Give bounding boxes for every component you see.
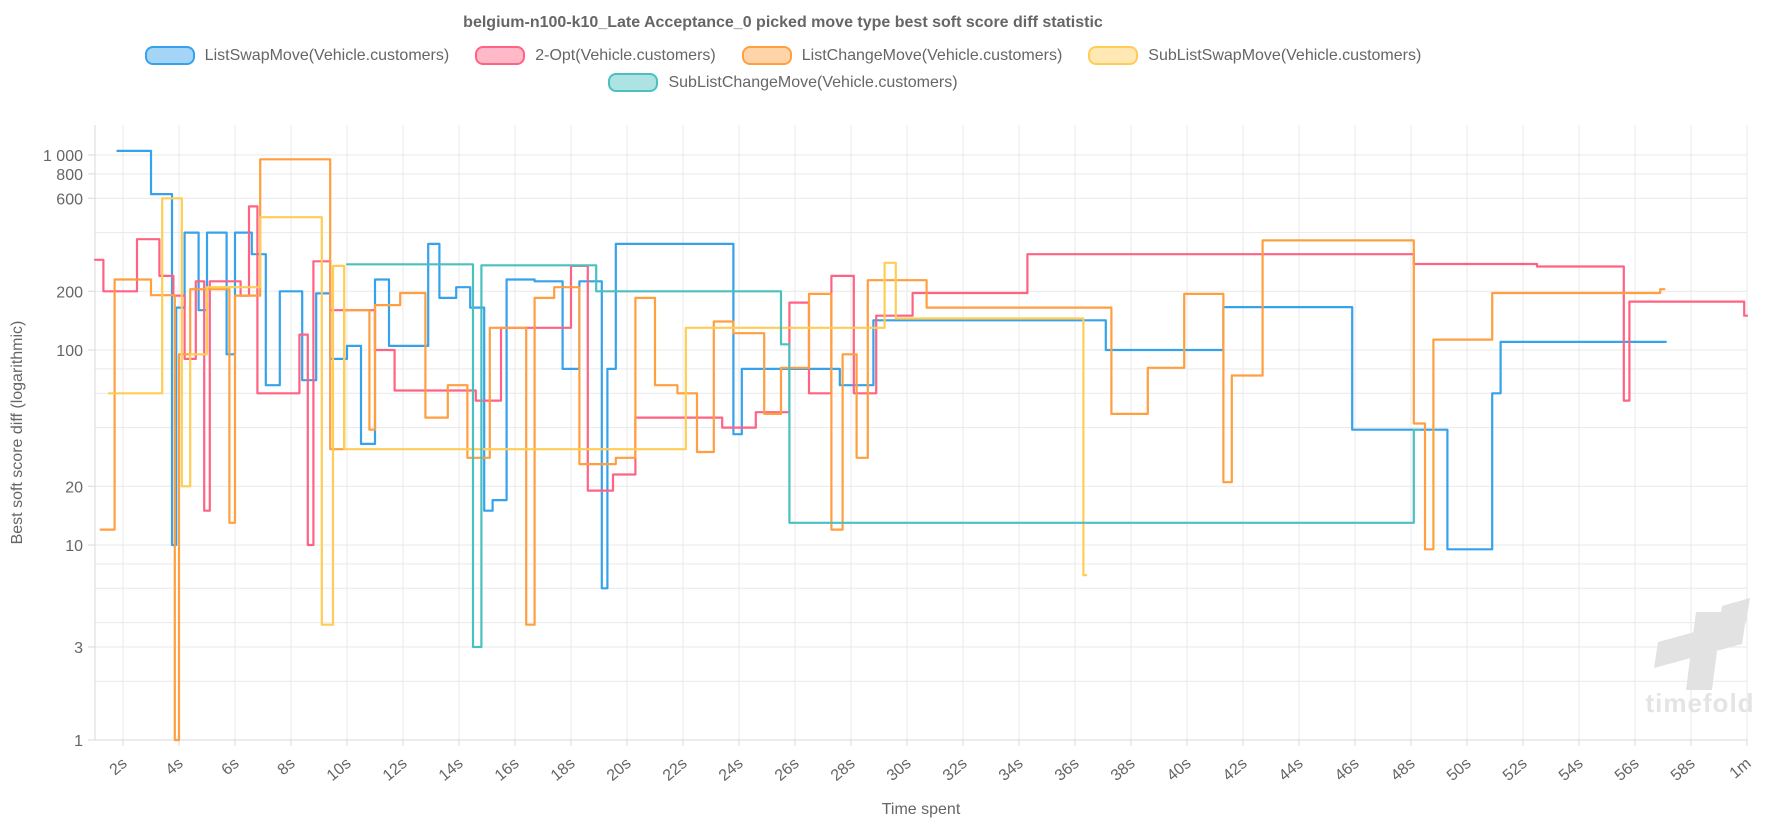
legend-swatch-icon <box>741 46 792 65</box>
x-tick-label: 10s <box>324 755 355 785</box>
legend-item-2[interactable]: 2-Opt(Vehicle.customers) <box>475 46 716 65</box>
x-tick-label: 22s <box>660 755 691 785</box>
x-tick-label: 4s <box>163 755 187 779</box>
y-tick-label: 20 <box>65 479 83 496</box>
y-tick-label: 3 <box>74 640 83 657</box>
chart-header: belgium-n100-k10_Late Acceptance_0 picke… <box>0 0 1566 92</box>
x-tick-label: 34s <box>996 755 1027 785</box>
x-tick-label: 14s <box>436 755 467 785</box>
x-tick-label: 8s <box>275 755 299 779</box>
legend-item-label: SubListChangeMove(Vehicle.customers) <box>668 73 958 91</box>
series-line-5 <box>345 263 1421 649</box>
chart-title: belgium-n100-k10_Late Acceptance_0 picke… <box>463 14 1103 31</box>
legend-item-label: ListChangeMove(Vehicle.customers) <box>801 46 1063 64</box>
x-tick-label: 44s <box>1276 755 1307 785</box>
y-axis-title: Best soft score diff (logarithmic) <box>9 321 26 545</box>
x-tick-label: 46s <box>1332 755 1363 785</box>
legend-swatch-icon <box>608 73 659 92</box>
x-tick-label: 54s <box>1556 755 1587 785</box>
series-line-2 <box>93 205 1749 547</box>
legend-item-label: SubListSwapMove(Vehicle.customers) <box>1148 46 1422 64</box>
x-tick-label: 20s <box>604 755 635 785</box>
x-tick-label: 30s <box>884 755 915 785</box>
legend: ListSwapMove(Vehicle.customers) 2-Opt(Veh… <box>0 46 1566 92</box>
legend-item-5[interactable]: SubListChangeMove(Vehicle.customers) <box>608 73 958 92</box>
x-tick-label: 56s <box>1612 755 1643 785</box>
legend-row: ListSwapMove(Vehicle.customers) 2-Opt(Veh… <box>144 46 1421 65</box>
y-tick-label: 1 <box>74 733 83 750</box>
legend-swatch-icon <box>1088 46 1139 65</box>
y-tick-label: 10 <box>65 538 83 555</box>
x-tick-label: 18s <box>548 755 579 785</box>
series-line-1 <box>116 149 1667 590</box>
y-tick-label: 800 <box>56 167 83 184</box>
legend-swatch-icon <box>475 46 526 65</box>
x-tick-label: 52s <box>1500 755 1531 785</box>
x-axis-title: Time spent <box>882 801 961 818</box>
y-tick-label: 1 000 <box>43 148 83 165</box>
x-tick-label: 48s <box>1388 755 1419 785</box>
x-tick-label: 6s <box>219 755 243 779</box>
x-tick-label: 28s <box>828 755 859 785</box>
legend-item-label: 2-Opt(Vehicle.customers) <box>535 46 716 64</box>
legend-item-1[interactable]: ListSwapMove(Vehicle.customers) <box>144 46 450 65</box>
y-tick-label: 600 <box>56 191 83 208</box>
x-tick-label: 2s <box>107 755 131 779</box>
y-tick-label: 100 <box>56 343 83 360</box>
timefold-logo-icon <box>1654 598 1750 690</box>
legend-item-label: ListSwapMove(Vehicle.customers) <box>204 46 450 64</box>
x-tick-label: 40s <box>1164 755 1195 785</box>
x-tick-label: 36s <box>1052 755 1083 785</box>
x-tick-label: 58s <box>1668 755 1699 785</box>
x-tick-label: 1m <box>1727 755 1755 782</box>
series-line-3 <box>99 158 1666 742</box>
x-tick-label: 50s <box>1444 755 1475 785</box>
legend-swatch-icon <box>144 46 195 65</box>
series-line-4 <box>107 197 1088 626</box>
x-tick-label: 16s <box>492 755 523 785</box>
y-tick-label: 200 <box>56 284 83 301</box>
legend-item-4[interactable]: SubListSwapMove(Vehicle.customers) <box>1088 46 1421 65</box>
legend-item-3[interactable]: ListChangeMove(Vehicle.customers) <box>741 46 1063 65</box>
legend-row: SubListChangeMove(Vehicle.customers) <box>608 73 958 92</box>
watermark-text: timefold <box>1645 688 1754 718</box>
x-tick-label: 24s <box>716 755 747 785</box>
x-tick-label: 38s <box>1108 755 1139 785</box>
x-tick-label: 12s <box>380 755 411 785</box>
x-tick-label: 42s <box>1220 755 1251 785</box>
x-tick-label: 32s <box>940 755 971 785</box>
x-tick-label: 26s <box>772 755 803 785</box>
